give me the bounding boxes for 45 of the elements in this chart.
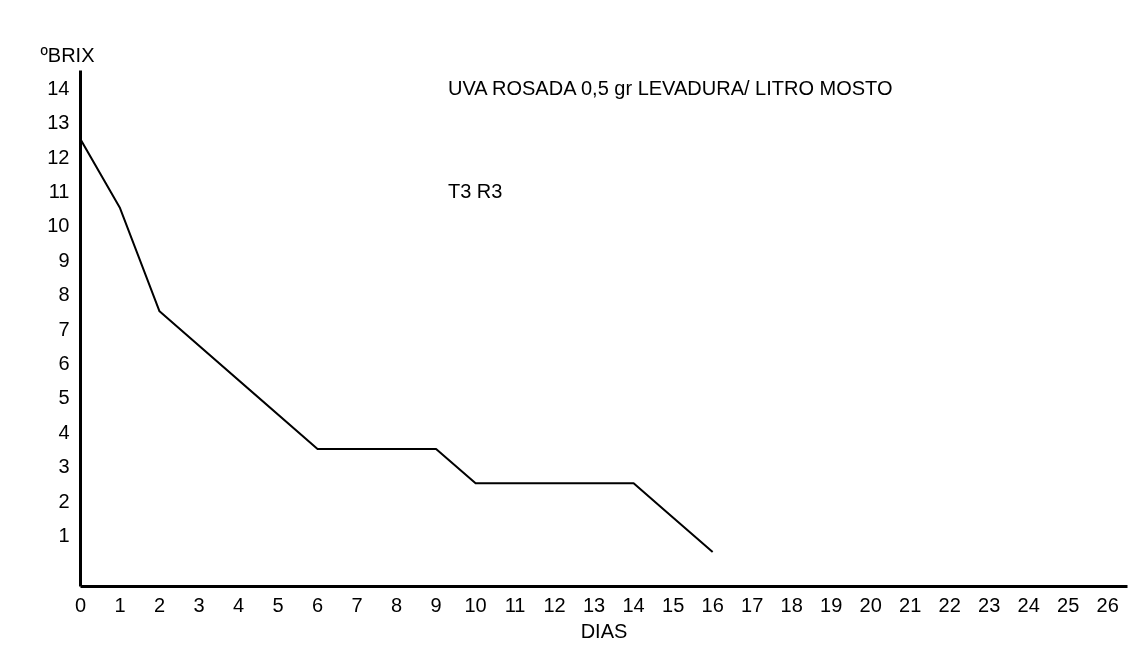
y-tick-label: 4 bbox=[58, 420, 70, 443]
y-tick-label: 9 bbox=[58, 248, 70, 271]
x-tick-label: 19 bbox=[820, 593, 843, 616]
annotation: T3 R3 bbox=[447, 179, 503, 202]
x-tick-label: 22 bbox=[938, 593, 961, 616]
y-tick-label: 7 bbox=[58, 317, 70, 340]
y-tick-label: 6 bbox=[58, 351, 70, 374]
x-tick-label: 18 bbox=[780, 593, 803, 616]
x-tick-label: 11 bbox=[504, 593, 526, 616]
y-tick-label: 1 bbox=[58, 523, 70, 546]
x-tick-label: 0 bbox=[74, 593, 87, 616]
x-tick-label: 16 bbox=[701, 593, 724, 616]
chart-title: UVA ROSADA 0,5 gr LEVADURA/ LITRO MOSTO bbox=[447, 76, 893, 99]
x-tick-label: 23 bbox=[978, 593, 1001, 616]
x-tick-label: 10 bbox=[464, 593, 487, 616]
x-tick-label: 17 bbox=[741, 593, 764, 616]
x-tick-label: 21 bbox=[899, 593, 922, 616]
y-tick-label: 10 bbox=[47, 214, 70, 237]
x-tick-label: 7 bbox=[351, 593, 363, 616]
y-tick-label: 5 bbox=[58, 386, 70, 409]
y-tick-label: 12 bbox=[47, 145, 70, 168]
x-tick-label: 12 bbox=[543, 593, 566, 616]
y-tick-label: 8 bbox=[58, 283, 70, 306]
x-tick-label: 15 bbox=[662, 593, 685, 616]
x-tick-label: 8 bbox=[391, 593, 403, 616]
x-tick-label: 4 bbox=[232, 593, 245, 616]
x-tick-label: 24 bbox=[1017, 593, 1040, 616]
x-tick-label: 20 bbox=[859, 593, 882, 616]
x-tick-label: 25 bbox=[1057, 593, 1080, 616]
y-tick-label: 2 bbox=[58, 489, 70, 512]
y-axis-title: ºBRIX bbox=[40, 43, 95, 66]
x-tick-label: 3 bbox=[193, 593, 205, 616]
y-tick-label: 13 bbox=[47, 111, 70, 134]
x-tick-label: 13 bbox=[583, 593, 606, 616]
x-tick-label: 14 bbox=[622, 593, 645, 616]
x-tick-label: 9 bbox=[430, 593, 442, 616]
x-tick-label: 6 bbox=[312, 593, 324, 616]
x-tick-label: 1 bbox=[114, 593, 126, 616]
y-tick-label: 3 bbox=[58, 455, 70, 478]
x-tick-label: 26 bbox=[1096, 593, 1119, 616]
x-tick-label: 2 bbox=[153, 593, 166, 616]
x-tick-label: 5 bbox=[272, 593, 284, 616]
y-tick-label: 14 bbox=[47, 76, 70, 99]
x-axis-title: DIAS bbox=[580, 619, 628, 642]
y-tick-label: 11 bbox=[48, 179, 70, 202]
